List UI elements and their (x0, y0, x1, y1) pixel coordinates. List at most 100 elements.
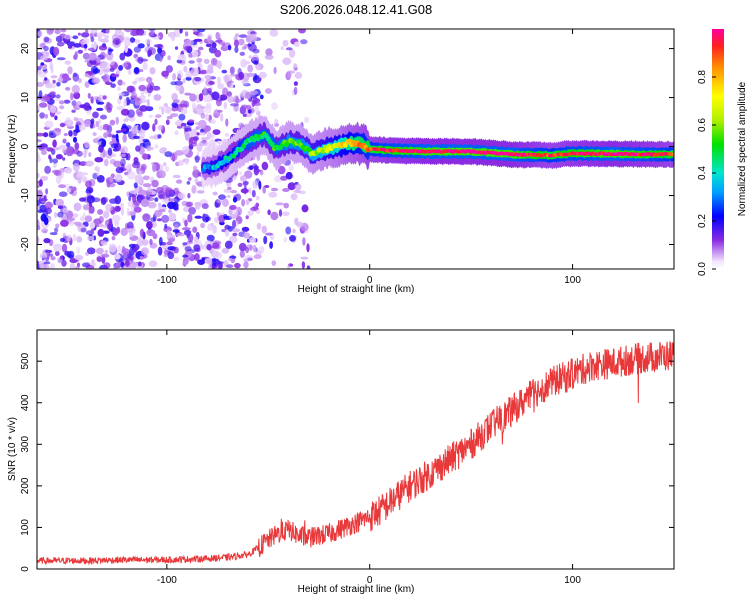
noise-speckle (137, 236, 144, 243)
noise-speckle (120, 227, 128, 236)
noise-speckle (67, 250, 72, 259)
noise-speckle (152, 123, 156, 132)
noise-speckle (62, 77, 72, 81)
noise-speckle (66, 41, 75, 47)
noise-speckle (137, 125, 142, 131)
noise-speckle (273, 66, 277, 75)
noise-speckle (296, 221, 304, 228)
noise-speckle (67, 45, 73, 49)
spectrogram-xtick-label: 0 (367, 275, 373, 286)
spectrogram-frame (36, 28, 675, 270)
noise-speckle (238, 34, 248, 38)
noise-speckle (287, 263, 291, 269)
noise-speckle (255, 195, 260, 201)
noise-speckle (50, 75, 58, 79)
noise-speckle (55, 223, 60, 229)
noise-speckle (265, 232, 273, 236)
noise-speckle (125, 260, 130, 267)
noise-speckle (82, 176, 88, 183)
noise-speckle (98, 45, 108, 51)
noise-speckle (212, 242, 220, 249)
noise-speckle (245, 215, 249, 220)
noise-speckle (210, 222, 214, 226)
noise-speckle (194, 236, 199, 243)
noise-speckle (289, 235, 296, 242)
noise-speckle (221, 69, 228, 74)
noise-speckle (280, 46, 284, 51)
noise-speckle (38, 90, 43, 99)
noise-speckle (50, 256, 56, 261)
noise-speckle (264, 88, 272, 94)
snr-xtick-label: 100 (564, 575, 581, 586)
noise-speckle (121, 128, 127, 132)
noise-speckle (98, 118, 102, 124)
noise-speckle (138, 95, 146, 100)
noise-speckle (187, 119, 195, 123)
noise-speckle (243, 44, 248, 49)
noise-speckle (101, 253, 110, 258)
spectrogram-xtick-label: -100 (157, 275, 177, 286)
noise-speckle (245, 254, 253, 262)
noise-speckle (252, 244, 257, 253)
noise-speckle (91, 259, 95, 266)
noise-speckle (52, 158, 59, 164)
noise-speckle (117, 86, 121, 92)
noise-speckle (78, 161, 88, 167)
noise-speckle (184, 132, 190, 141)
noise-speckle (52, 139, 57, 148)
noise-speckle (60, 219, 69, 227)
noise-speckle (121, 248, 131, 256)
noise-speckle (239, 175, 247, 182)
noise-speckle (98, 66, 104, 75)
noise-speckle (147, 201, 157, 209)
noise-speckle (208, 81, 215, 85)
noise-speckle (102, 149, 106, 158)
noise-speckle (232, 175, 237, 181)
noise-speckle (43, 45, 49, 52)
noise-speckle (285, 226, 292, 235)
noise-speckle (243, 232, 251, 239)
noise-speckle (134, 174, 143, 184)
noise-speckle (121, 36, 131, 41)
noise-speckle (38, 102, 48, 108)
noise-speckle (151, 86, 161, 91)
noise-speckle (63, 183, 71, 189)
noise-speckle (223, 214, 228, 219)
noise-speckle (42, 264, 50, 269)
spectrogram-xlabel: Height of straight line (km) (298, 284, 415, 295)
noise-speckle (57, 205, 64, 209)
noise-speckle (55, 175, 62, 184)
noise-speckle (39, 253, 47, 259)
snr-frame (36, 329, 675, 570)
noise-speckle (80, 227, 87, 233)
noise-speckle (283, 202, 290, 209)
noise-speckle (171, 102, 178, 108)
noise-speckle (73, 91, 81, 100)
noise-speckle (97, 228, 105, 237)
noise-speckle (64, 167, 73, 174)
noise-speckle (146, 221, 153, 230)
noise-speckle (182, 260, 187, 267)
noise-speckle (37, 219, 40, 228)
noise-speckle (203, 94, 212, 103)
noise-speckle (81, 262, 91, 268)
noise-speckle (126, 191, 130, 197)
noise-speckle (44, 207, 52, 215)
noise-speckle (218, 194, 226, 200)
noise-speckle (141, 239, 149, 246)
noise-speckle (198, 93, 204, 102)
noise-speckle (72, 186, 77, 191)
noise-speckle (100, 197, 107, 206)
noise-speckle (178, 113, 186, 121)
noise-speckle (184, 246, 192, 252)
spectrogram-xtick-label: 100 (564, 275, 581, 286)
noise-speckle (55, 94, 61, 99)
noise-speckle (84, 215, 93, 223)
noise-speckle (83, 44, 88, 49)
noise-speckle (203, 104, 212, 114)
noise-speckle (122, 81, 126, 86)
noise-speckle (117, 92, 125, 96)
noise-speckle (133, 135, 140, 140)
